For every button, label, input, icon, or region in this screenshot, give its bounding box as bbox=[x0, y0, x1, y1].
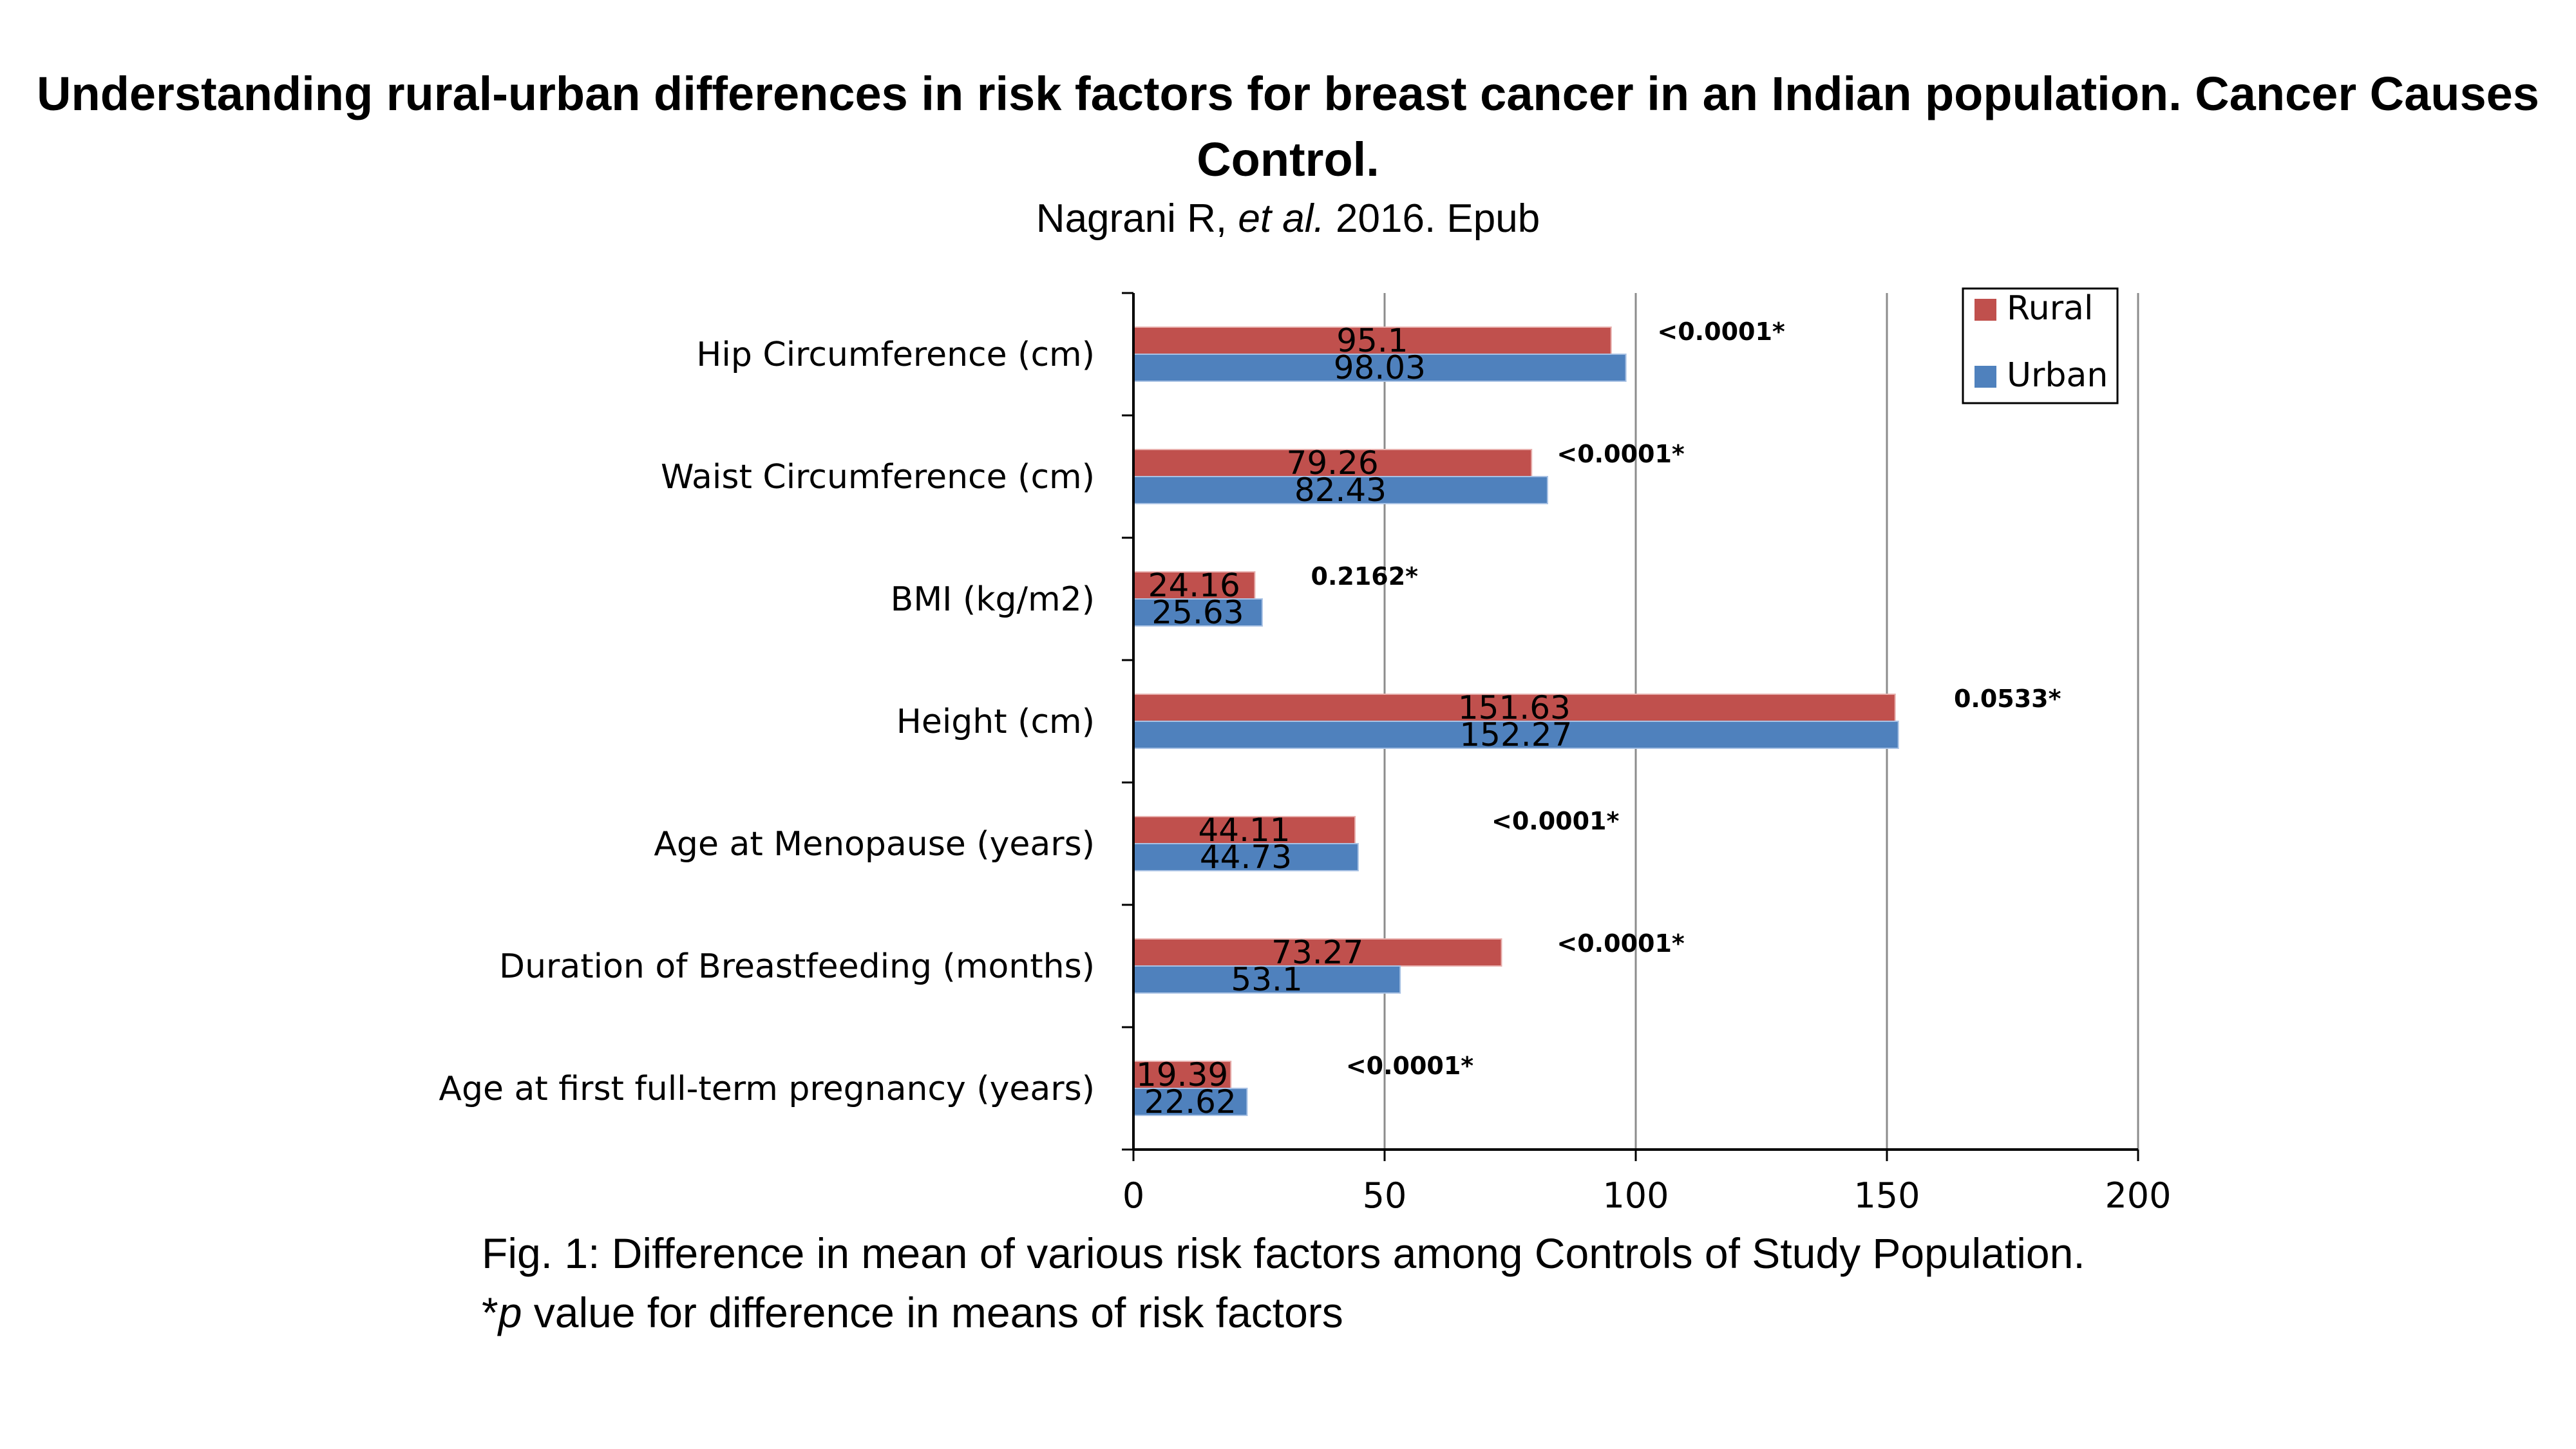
bar-rural bbox=[1133, 938, 1502, 967]
data-label: 152.27 bbox=[1459, 716, 1572, 753]
data-label: 95.1 bbox=[1336, 322, 1408, 359]
citation: Nagrani R, et al. 2016. Epub bbox=[0, 193, 2576, 245]
bar-urban bbox=[1133, 354, 1627, 382]
data-label: 98.03 bbox=[1334, 349, 1426, 386]
data-label: 73.27 bbox=[1271, 934, 1363, 971]
axes: 0 50 100 150 200 bbox=[1122, 292, 2172, 1216]
citation-authors: Nagrani R, bbox=[1036, 196, 1238, 241]
p-value-annotation: <0.0001* bbox=[1557, 440, 1684, 468]
caption-line-1: Fig. 1: Difference in mean of various ri… bbox=[482, 1229, 2085, 1277]
p-value-annotation: <0.0001* bbox=[1557, 929, 1684, 958]
category-label: Height (cm) bbox=[896, 703, 1095, 741]
data-label: 22.62 bbox=[1144, 1083, 1236, 1121]
bar-rural bbox=[1133, 449, 1533, 477]
category-label: Age at Menopause (years) bbox=[654, 825, 1095, 864]
x-tick-label: 150 bbox=[1853, 1175, 1920, 1216]
labels: Hip Circumference (cm) 95.198.03 <0.0001* W… bbox=[439, 317, 2061, 1121]
data-label: 24.16 bbox=[1148, 567, 1240, 604]
bar-urban bbox=[1133, 965, 1401, 994]
data-label: 53.1 bbox=[1231, 961, 1302, 998]
data-label: 25.63 bbox=[1151, 594, 1244, 631]
caption-asterisk: * bbox=[482, 1289, 498, 1336]
bars bbox=[1133, 327, 1899, 1116]
bar-urban bbox=[1133, 476, 1548, 504]
page-title: Understanding rural-urban differences in… bbox=[37, 67, 2539, 186]
x-tick-label: 50 bbox=[1363, 1175, 1407, 1216]
citation-year: 2016. Epub bbox=[1324, 196, 1540, 241]
bar-rural bbox=[1133, 571, 1256, 600]
legend-label: Rural bbox=[2007, 289, 2093, 328]
category-label: Duration of Breastfeeding (months) bbox=[499, 947, 1095, 986]
category-label: Hip Circumference (cm) bbox=[696, 336, 1095, 374]
p-value-annotation: 0.0533* bbox=[1954, 685, 2061, 713]
p-value-annotation: <0.0001* bbox=[1657, 317, 1785, 346]
legend-swatch-urban bbox=[1975, 366, 1996, 388]
data-label: 82.43 bbox=[1294, 471, 1387, 509]
bar-rural bbox=[1133, 816, 1356, 844]
bar-rural bbox=[1133, 1061, 1232, 1089]
data-label: 44.11 bbox=[1198, 811, 1290, 849]
legend: Rural Urban bbox=[1962, 287, 2119, 404]
data-label: 44.73 bbox=[1200, 838, 1292, 876]
x-tick-label: 100 bbox=[1602, 1175, 1669, 1216]
bar-urban bbox=[1133, 1088, 1248, 1116]
p-value-annotation: 0.2162* bbox=[1311, 562, 1419, 591]
x-tick-label: 200 bbox=[2105, 1175, 2171, 1216]
caption-rest: value for difference in means of risk fa… bbox=[522, 1289, 1343, 1336]
p-value-annotation: <0.0001* bbox=[1346, 1052, 1473, 1080]
data-label: 19.39 bbox=[1136, 1056, 1228, 1094]
category-label: Age at first full-term pregnancy (years) bbox=[439, 1070, 1095, 1108]
data-label: 151.63 bbox=[1458, 689, 1571, 726]
legend-swatch-rural bbox=[1975, 299, 1996, 321]
category-label: Waist Circumference (cm) bbox=[661, 458, 1095, 497]
x-tick-label: 0 bbox=[1122, 1175, 1144, 1216]
bar-rural bbox=[1133, 694, 1896, 722]
bar-urban bbox=[1133, 843, 1359, 871]
bar-urban bbox=[1133, 598, 1263, 627]
category-label: BMI (kg/m2) bbox=[891, 580, 1095, 619]
figure-caption: Fig. 1: Difference in mean of various ri… bbox=[482, 1224, 2085, 1342]
caption-line-2: *p value for difference in means of risk… bbox=[482, 1283, 2085, 1342]
data-label: 79.26 bbox=[1287, 444, 1379, 482]
bar-urban bbox=[1133, 721, 1899, 749]
p-value-annotation: <0.0001* bbox=[1492, 807, 1619, 835]
citation-etal: et al. bbox=[1238, 196, 1325, 241]
legend-label: Urban bbox=[2007, 356, 2108, 395]
caption-p: p bbox=[498, 1289, 522, 1336]
